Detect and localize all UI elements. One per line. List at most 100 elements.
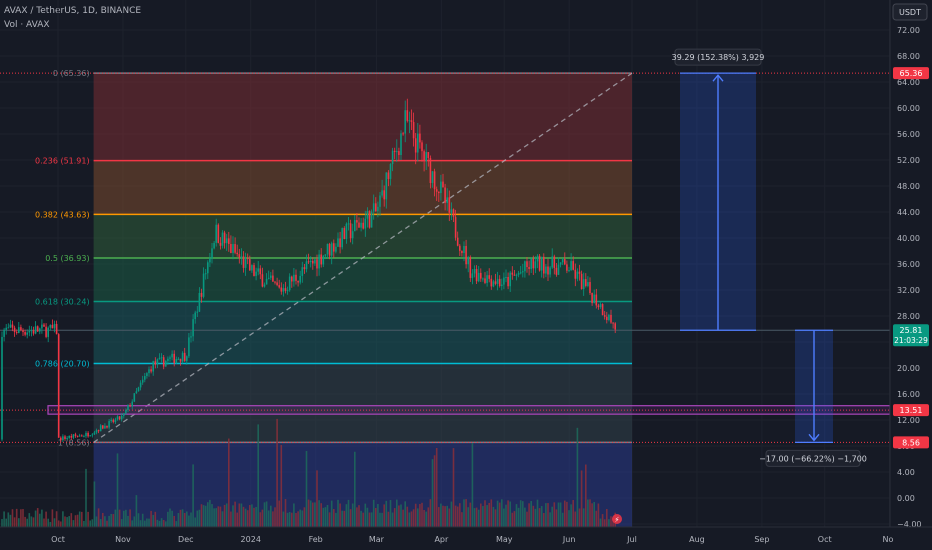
volume-bar	[597, 503, 600, 527]
price-tag	[893, 436, 929, 449]
candle	[509, 270, 511, 293]
candle	[513, 270, 516, 276]
candle-body	[291, 276, 293, 282]
candle-body	[351, 231, 354, 239]
volume-bar	[236, 512, 238, 527]
candle-body	[419, 133, 421, 143]
volume-bar	[400, 504, 402, 527]
symbol-title[interactable]: AVAX / TetherUS, 1D, BINANCE	[4, 6, 142, 16]
volume-bar	[3, 511, 5, 527]
volume-bar	[585, 464, 587, 527]
candle-body	[603, 315, 606, 317]
candle	[423, 149, 425, 172]
candle-body	[307, 261, 310, 263]
time-tick-label: Apr	[434, 535, 449, 544]
candle-body	[282, 288, 285, 292]
candle-body	[557, 264, 560, 275]
candle-body	[345, 223, 348, 240]
candle-body	[494, 281, 497, 284]
candle-body	[475, 269, 478, 282]
candle	[97, 429, 100, 434]
candle	[536, 254, 539, 269]
candle	[78, 433, 81, 437]
candle-body	[471, 273, 474, 278]
candle	[255, 267, 257, 281]
price-tag-value: 8.56	[902, 438, 920, 447]
candle	[349, 219, 352, 243]
candle-body	[429, 158, 432, 184]
support-zone-band	[47, 405, 891, 415]
candle	[561, 257, 564, 265]
candle	[522, 263, 524, 278]
volume-bar	[448, 508, 451, 527]
price-tick-label: 48.00	[897, 182, 920, 191]
candle	[417, 123, 419, 162]
volume-bar	[141, 513, 144, 527]
candle	[9, 319, 12, 329]
candle-body	[522, 271, 524, 273]
candle-body	[154, 361, 157, 365]
candle-body	[39, 328, 41, 332]
volume-bar	[112, 514, 115, 527]
candle-body	[312, 260, 314, 264]
candle-body	[230, 243, 232, 253]
volume-bar	[36, 508, 39, 527]
volume-bar	[543, 512, 545, 527]
volume-bar	[87, 511, 89, 527]
candle	[597, 303, 600, 310]
volume-bar	[49, 521, 52, 527]
volume-bar	[284, 499, 287, 527]
candle-body	[156, 359, 159, 365]
candle	[280, 282, 283, 295]
candle	[572, 256, 574, 271]
candle	[85, 430, 87, 439]
candle-body	[589, 282, 591, 294]
candle	[345, 222, 348, 244]
fib-level-label: 0.786 (20.70)	[35, 359, 90, 368]
candle-body	[551, 256, 553, 268]
candle-body	[438, 191, 440, 194]
volume-bar	[253, 507, 255, 527]
candle	[559, 262, 562, 268]
candlesticks	[1, 98, 616, 443]
candle	[204, 268, 207, 280]
volume-bar	[156, 519, 159, 527]
volume-bar	[366, 507, 369, 527]
candle	[261, 267, 264, 288]
candle-body	[612, 322, 614, 324]
candle	[114, 417, 117, 425]
candle-body	[251, 265, 253, 271]
volume-bar	[398, 505, 400, 527]
candle	[173, 350, 175, 367]
candle	[549, 265, 551, 278]
candle-body	[253, 265, 255, 276]
candle	[198, 287, 201, 312]
candle-body	[158, 357, 161, 360]
candle-body	[106, 425, 108, 428]
candle-body	[393, 150, 396, 152]
volume-bar	[356, 507, 358, 527]
candle-body	[496, 278, 499, 284]
candle	[507, 272, 509, 290]
candle-body	[526, 261, 528, 268]
candle	[480, 268, 482, 282]
fib-level-label: 0.236 (51.91)	[35, 157, 90, 166]
volume-bar	[246, 510, 249, 527]
candle	[406, 98, 409, 123]
volume-bar	[186, 511, 188, 527]
candle	[179, 358, 182, 366]
candle	[358, 217, 360, 228]
candle	[396, 139, 398, 162]
candle	[95, 428, 98, 435]
candle	[129, 403, 131, 408]
volume-bar	[417, 508, 419, 527]
volume-bar	[540, 506, 543, 527]
volume-bar	[43, 518, 45, 527]
volume-bar	[34, 510, 37, 527]
volume-bar	[234, 501, 236, 527]
volume-indicator-title[interactable]: Vol · AVAX	[4, 20, 50, 30]
volume-bar	[393, 508, 396, 527]
candle	[318, 249, 320, 276]
candle	[259, 265, 262, 280]
